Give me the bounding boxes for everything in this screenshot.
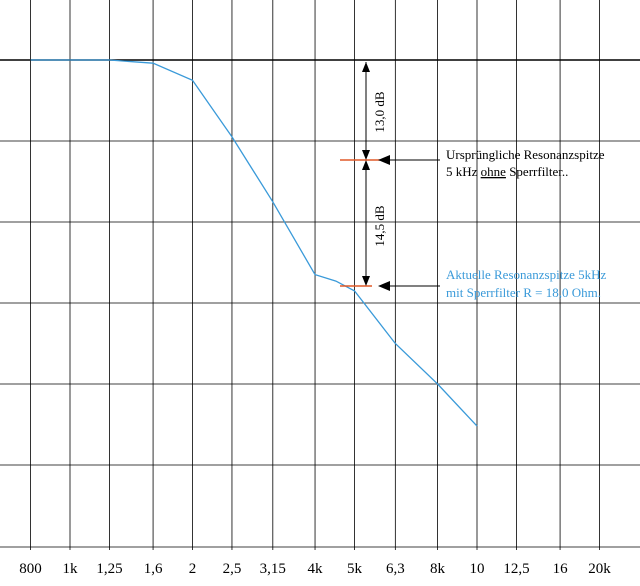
vertical-gridlines	[30, 0, 600, 550]
upper-dimension: 13,0 dB	[362, 62, 387, 160]
x-tick-label-14: 16	[553, 561, 569, 577]
original-peak-label-post: Sperrfilter..	[506, 164, 568, 179]
x-tick-label-2: 1k	[63, 561, 79, 577]
original-peak-label-pre: 5 kHz	[446, 164, 481, 179]
current-pointer-arrow	[378, 281, 390, 291]
x-tick-label-9: 5k	[347, 561, 363, 577]
lower-dimension-arrow-bottom	[362, 276, 370, 286]
upper-dimension-arrow-top	[362, 62, 370, 72]
original-peak-label-line1: Ursprüngliche Resonanzspitze	[446, 147, 605, 162]
x-tick-label-13: 12,5	[503, 561, 529, 577]
x-tick-label-6: 2,5	[223, 561, 242, 577]
x-tick-label-15: 20k	[588, 561, 611, 577]
x-tick-label-7: 3,15	[260, 561, 286, 577]
lower-dimension: 14,5 dB	[362, 160, 387, 286]
x-tick-labels: 6308001k1,251,622,53,154k5k6,38k1012,516…	[19, 561, 611, 577]
x-tick-label-4: 1,6	[144, 561, 163, 577]
original-peak-label-underlined: ohne	[481, 164, 507, 179]
current-peak-label-line2: mit Sperrfilter R = 18,0 Ohm.	[446, 285, 601, 300]
x-tick-label-8: 4k	[308, 561, 324, 577]
x-tick-label-10: 6,3	[386, 561, 405, 577]
x-tick-label-11: 8k	[430, 561, 446, 577]
lower-dimension-arrow-top	[362, 160, 370, 170]
current-peak-label-line1: Aktuelle Resonanzspitze 5kHz	[446, 267, 607, 282]
x-tick-label-5: 2	[189, 561, 197, 577]
original-peak-label-line2: 5 kHz ohne Sperrfilter..	[446, 164, 568, 179]
current-peak-pointer	[378, 281, 440, 291]
x-tick-label-1: 800	[19, 561, 42, 577]
original-peak-pointer	[378, 155, 440, 165]
x-tick-label-12: 10	[470, 561, 485, 577]
response-curve	[30, 59, 478, 427]
upper-dimension-arrow-bottom	[362, 150, 370, 160]
x-tick-label-3: 1,25	[96, 561, 122, 577]
horizontal-gridlines	[0, 59, 640, 548]
lower-dimension-label: 14,5 dB	[372, 205, 387, 247]
original-pointer-arrow	[378, 155, 390, 165]
upper-dimension-label: 13,0 dB	[372, 91, 387, 133]
